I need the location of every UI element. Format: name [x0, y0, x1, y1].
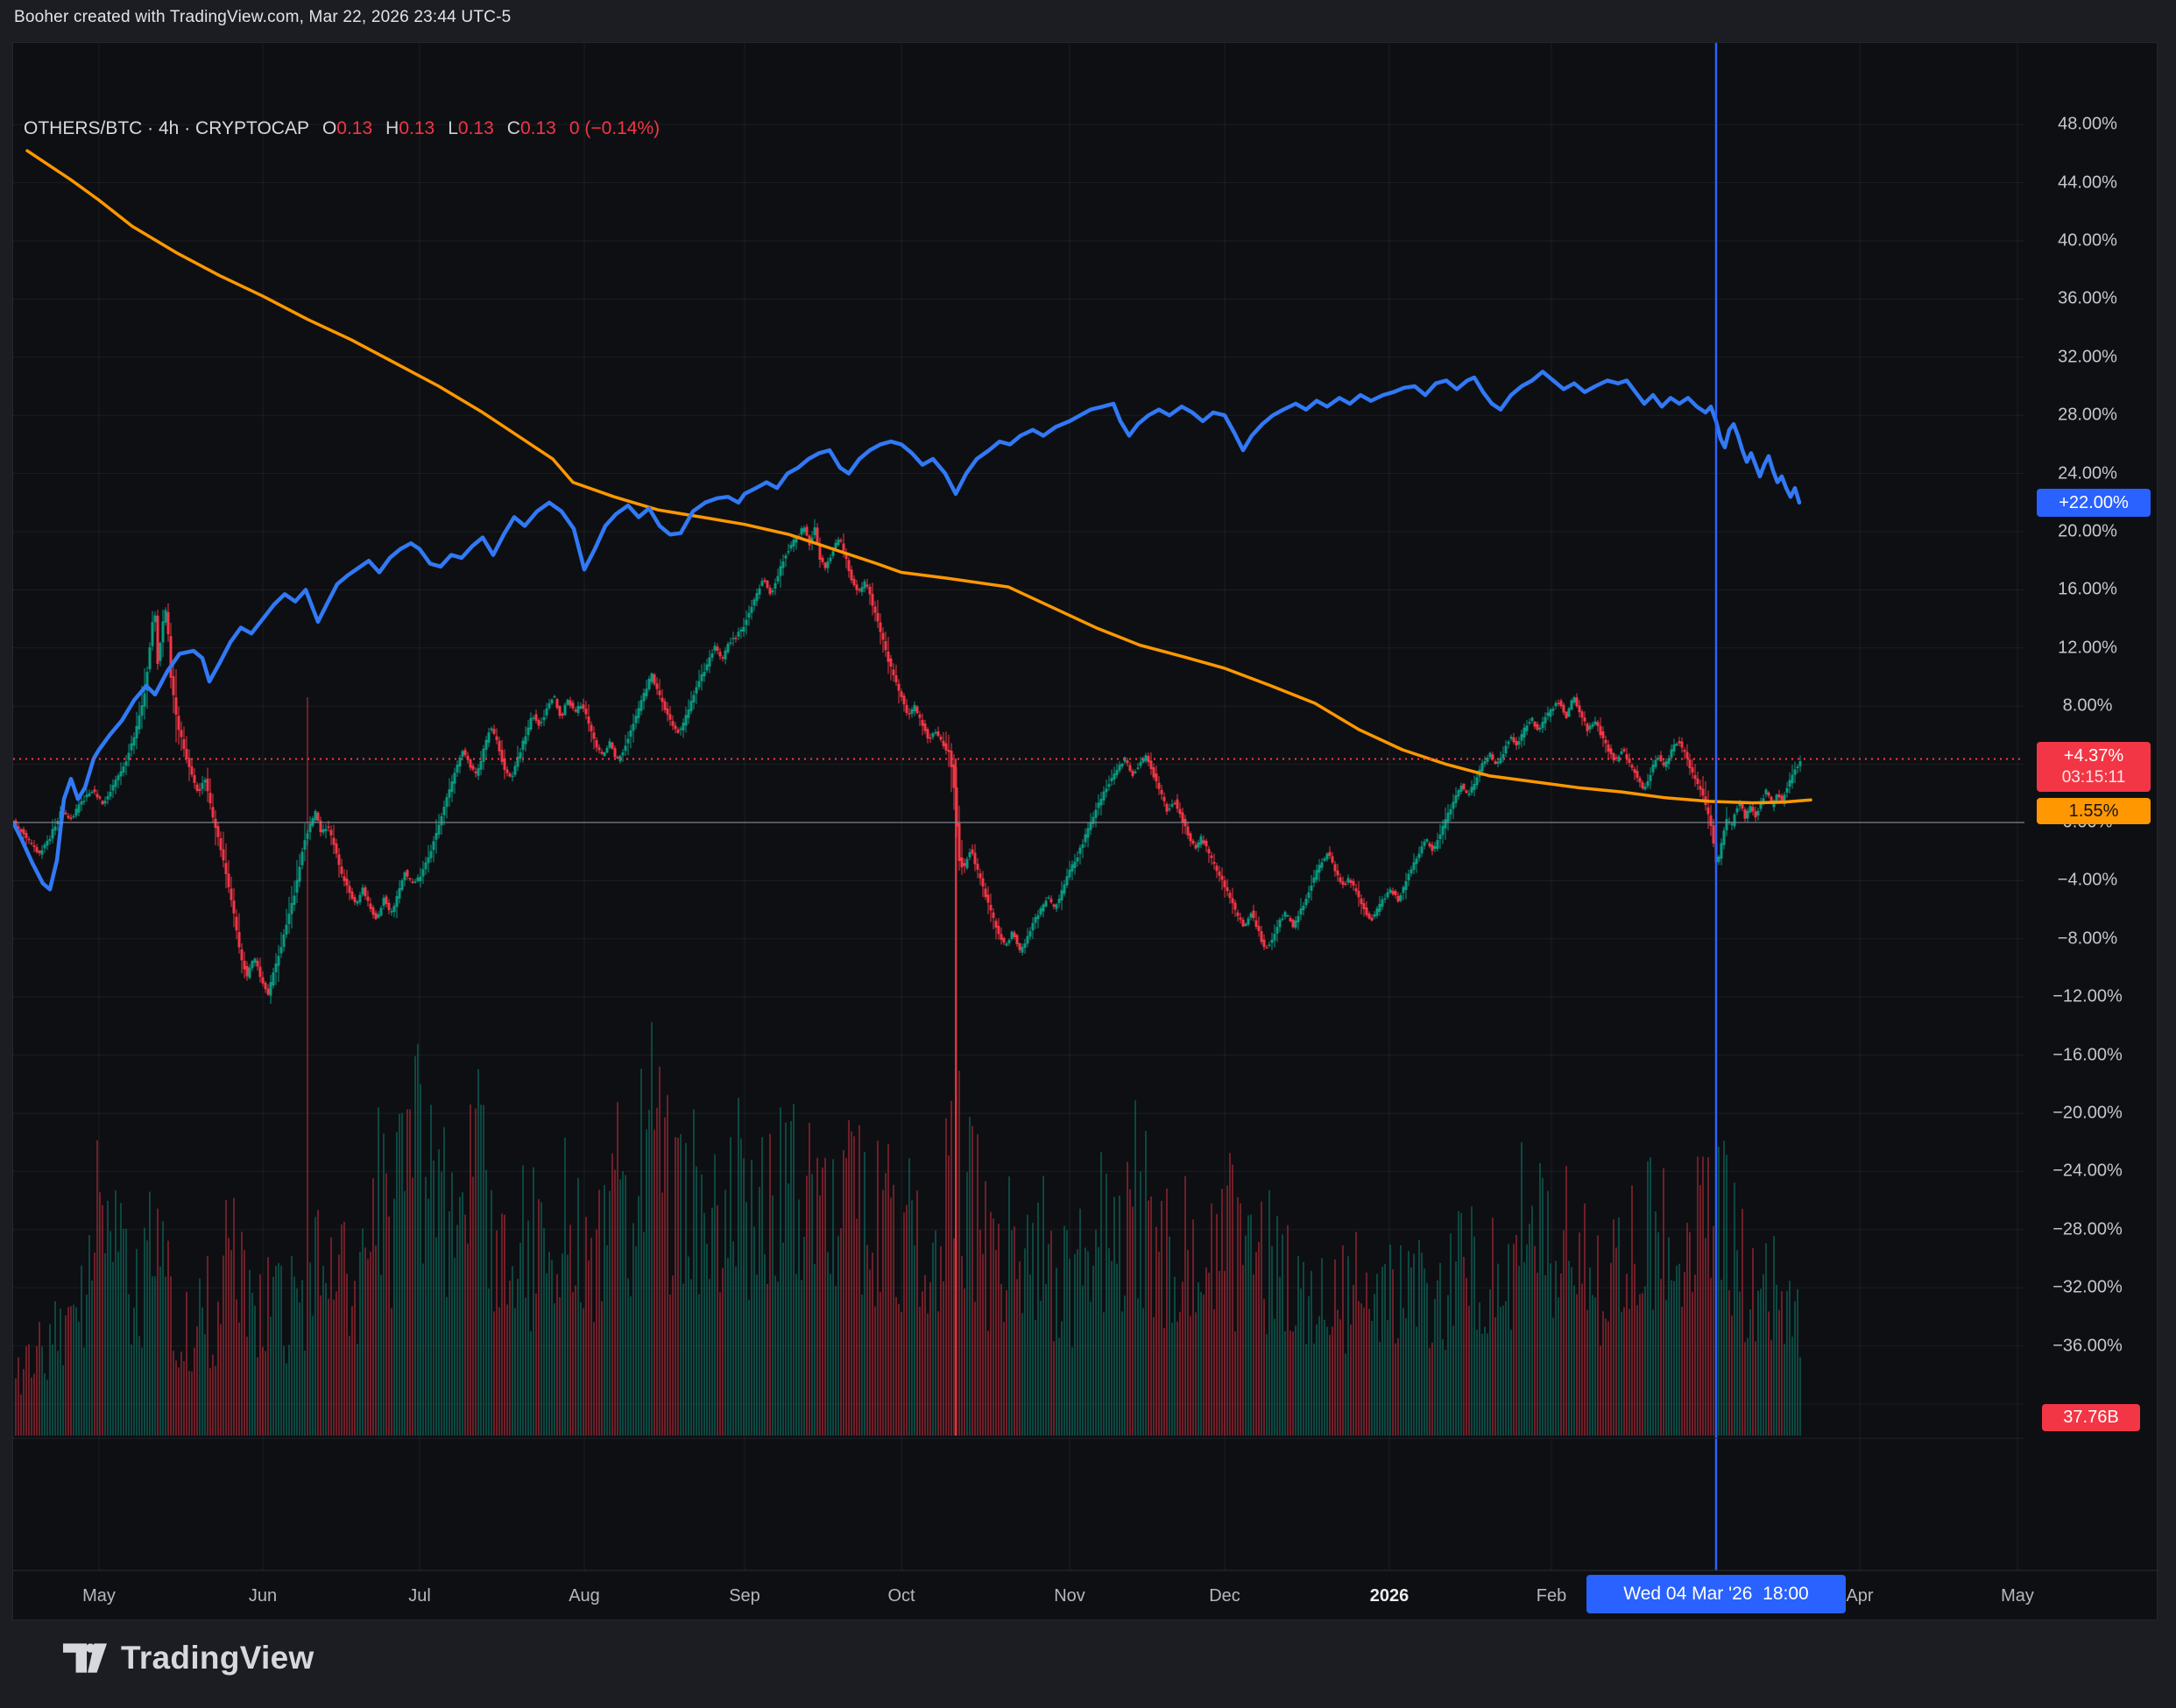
symbol-title[interactable]: OTHERS/BTC · 4h · CRYPTOCAP — [24, 118, 309, 138]
price-axis-label: 32.00% — [2058, 347, 2117, 367]
price-axis-label: 36.00% — [2058, 288, 2117, 308]
price-axis-label: −8.00% — [2057, 928, 2118, 949]
ohlc-close: C0.13 — [506, 118, 556, 138]
price-axis-label: −36.00% — [2052, 1336, 2123, 1356]
brand-name: TradingView — [121, 1640, 314, 1676]
time-axis-label: May — [2001, 1586, 2034, 1606]
price-axis-label: 44.00% — [2058, 173, 2117, 193]
ohlc-low: L0.13 — [448, 118, 494, 138]
time-axis-label: May — [82, 1586, 116, 1606]
time-axis-label: Nov — [1054, 1586, 1085, 1606]
last-price-badge: +4.37% 03:15:11 — [2037, 742, 2151, 793]
time-axis-label: Jul — [408, 1586, 431, 1606]
price-axis-label: −12.00% — [2052, 986, 2123, 1006]
tradingview-logo-icon — [63, 1643, 107, 1673]
time-axis-label: Sep — [729, 1586, 760, 1606]
symbol-legend: OTHERS/BTC · 4h · CRYPTOCAP O0.13 H0.13 … — [24, 118, 660, 139]
price-axis-label: −28.00% — [2052, 1219, 2123, 1239]
time-axis-label: Aug — [569, 1586, 600, 1606]
ohlc-high: H0.13 — [385, 118, 435, 138]
compare-last-value-badge: +22.00% — [2037, 488, 2151, 517]
time-axis-label: Apr — [1846, 1586, 1874, 1606]
ma-last-value-badge: 1.55% — [2037, 798, 2151, 825]
time-axis-label: Feb — [1536, 1586, 1567, 1606]
price-axis-label: 24.00% — [2058, 463, 2117, 483]
last-price-value: +4.37% — [2063, 746, 2124, 766]
ohlc-open: O0.13 — [321, 118, 373, 138]
price-axis-label: 48.00% — [2058, 114, 2117, 134]
crosshair-time-badge: Wed 04 Mar '26 18:00 — [1586, 1575, 1846, 1613]
chart-panel[interactable]: OTHERS/BTC · 4h · CRYPTOCAP O0.13 H0.13 … — [12, 42, 2158, 1620]
time-axis-label: Dec — [1209, 1586, 1240, 1606]
price-axis-label: 28.00% — [2058, 405, 2117, 425]
time-axis-label: Oct — [887, 1586, 915, 1606]
time-axis-label: 2026 — [1369, 1586, 1409, 1606]
time-axis-label: Jun — [248, 1586, 278, 1606]
tradingview-logo[interactable]: TradingView — [63, 1640, 314, 1676]
price-axis-label: 16.00% — [2058, 579, 2117, 599]
footer-bar: TradingView — [0, 1620, 2176, 1708]
price-axis-label: −4.00% — [2057, 870, 2118, 890]
volume-value-badge: 37.76B — [2042, 1404, 2140, 1431]
price-axis-label: 20.00% — [2058, 521, 2117, 541]
price-axis-label: −24.00% — [2052, 1161, 2123, 1181]
price-axis-label: −32.00% — [2052, 1277, 2123, 1297]
price-axis-label: −16.00% — [2052, 1045, 2123, 1065]
price-axis-label: 8.00% — [2062, 695, 2113, 716]
chart-canvas[interactable] — [13, 43, 2158, 1621]
price-axis-label: 40.00% — [2058, 230, 2117, 251]
change-value: 0 (−0.14%) — [569, 118, 661, 138]
attribution-text: Booher created with TradingView.com, Mar… — [14, 8, 512, 26]
price-axis-label: −20.00% — [2052, 1103, 2123, 1123]
bar-countdown: 03:15:11 — [2061, 768, 2126, 787]
price-axis-label: 12.00% — [2058, 638, 2117, 658]
